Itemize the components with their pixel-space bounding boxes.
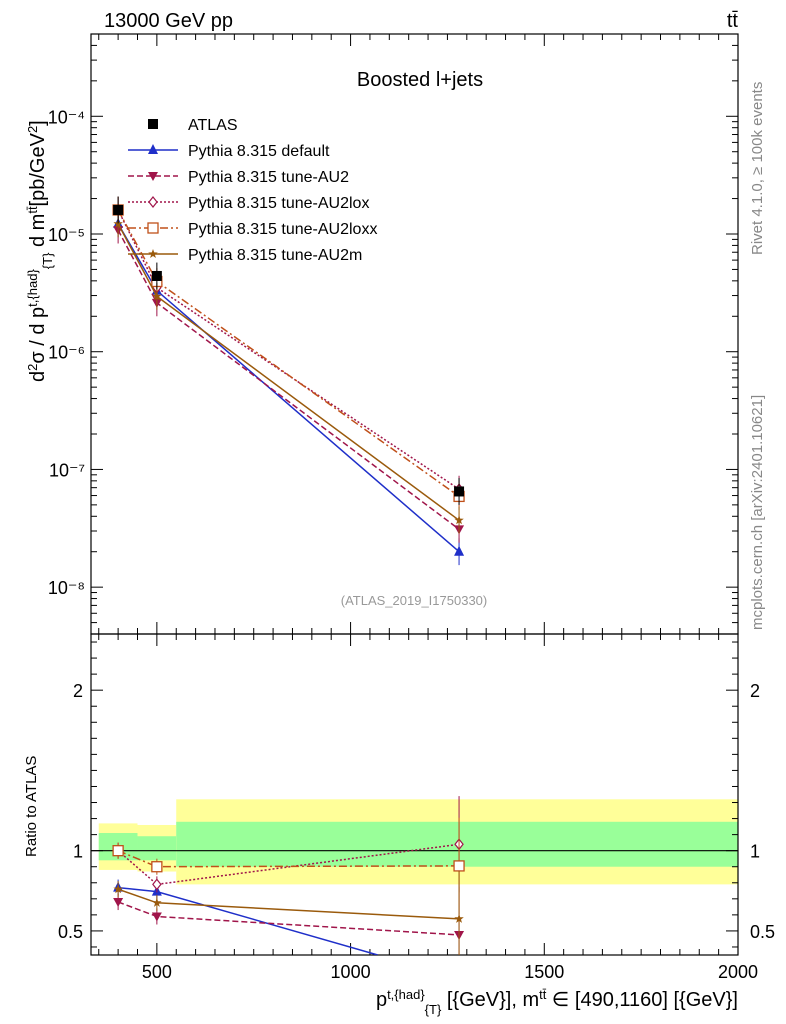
legend-marker [148,172,158,181]
legend-item: Pythia 8.315 tune-AU2m [128,247,362,264]
series-pythia-8-315-tune-au2 [113,216,465,543]
data-point [454,486,465,497]
data-point [152,291,162,301]
ratio-ytick-label: 2 [73,681,83,701]
ratio-ytick-label-right: 1 [750,842,760,862]
legend-item: Pythia 8.315 tune-AU2lox [128,195,369,212]
legend-label: Pythia 8.315 tune-AU2m [188,247,362,264]
ratio-point [152,878,162,891]
ratio-point [151,861,163,873]
ratio-line [117,843,460,886]
legend-marker [148,196,158,208]
x-axis-label: pt,{had}{T} [{GeV}], mtt̄ ∈ [490,1160] [… [376,987,738,1017]
ratio-series-pythia-8-315-tune-au2m [113,870,464,955]
data-point [454,515,464,525]
main-ytick-label: 10⁻⁵ [48,225,85,245]
main-ytick-label: 10⁻⁷ [49,460,85,480]
xtick-label: 500 [142,962,172,982]
ratio-ytick-label-right: 2 [750,681,760,701]
ratio-ytick-label-right: 0.5 [750,922,775,942]
legend: ATLAS Pythia 8.315 default Pythia 8.315 tu… [128,117,377,264]
ratio-series [112,796,465,955]
main-ytick-label: 10⁻⁴ [48,107,85,127]
ratio-axes: 0.5 0.5 1 1 2 2 500 1000 1500 2000 [58,634,775,982]
ratio-series-pythia-8-315-tune-au2loxx [112,817,465,915]
series-line [117,229,460,530]
ratio-bands [98,799,739,885]
legend-marker [148,119,158,129]
main-y-axis: 10⁻⁸ 10⁻⁷ 10⁻⁶ 10⁻⁵ 10⁻⁴ [48,33,739,635]
ratio-ytick-label: 0.5 [58,922,83,942]
ratio-point [112,845,124,857]
legend-marker [148,249,158,258]
legend-item: ATLAS [148,117,238,134]
ratio-point [453,860,465,872]
legend-marker [147,222,159,234]
legend-item: Pythia 8.315 tune-AU2 [128,169,349,186]
main-ytick-label: 10⁻⁸ [48,578,85,598]
main-y-label: d2σ / d pt,{had}{T} d mtt̄[pb/GeV2] [25,120,55,382]
data-point [113,204,124,215]
data-point [454,545,465,556]
main-series [112,196,465,566]
series-line [117,223,460,553]
ratio-point [113,884,123,894]
ratio-line [117,850,460,868]
ratio-point [152,897,162,907]
xtick-label: 1500 [524,962,564,982]
series-pythia-8-315-tune-au2loxx [112,196,465,510]
ratio-frame-box [90,633,739,956]
ratio-point [113,898,124,908]
process-label: tt̄ [727,10,739,32]
series-line [117,209,460,490]
data-point [151,270,162,281]
legend-label: Pythia 8.315 default [188,143,330,160]
ratio-panel [90,633,739,956]
series-atlas [113,196,465,505]
ratio-series-pythia-8-315-default [113,879,378,955]
legend-label: Pythia 8.315 tune-AU2 [188,169,349,186]
watermark: (ATLAS_2019_I1750330) [341,593,487,608]
energy-label: 13000 GeV pp [104,10,233,32]
mcplots-label: mcplots.cern.ch [arXiv:2401.10621] [749,395,766,630]
legend-label: ATLAS [188,117,238,134]
legend-marker [148,144,158,154]
legend-item: Pythia 8.315 default [128,143,330,160]
main-ytick-label: 10⁻⁶ [48,343,85,363]
xtick-label: 2000 [718,962,758,982]
legend-label: Pythia 8.315 tune-AU2loxx [188,221,377,238]
legend-item: Pythia 8.315 tune-AU2loxx [128,221,377,238]
ratio-point [151,912,162,922]
series-line [117,223,460,521]
xtick-label: 1000 [331,962,371,982]
ratio-y-label: Ratio to ATLAS [23,756,40,857]
rivet-label: Rivet 4.1.0, ≥ 100k events [749,82,766,255]
ratio-point [454,913,464,923]
ratio-ytick-label: 1 [73,842,83,862]
legend-label: Pythia 8.315 tune-AU2lox [188,195,369,212]
band-green [137,836,177,861]
ratio-line [117,888,460,920]
series-pythia-8-315-tune-au2lox [113,196,464,503]
main-title: Boosted l+jets [357,69,483,91]
